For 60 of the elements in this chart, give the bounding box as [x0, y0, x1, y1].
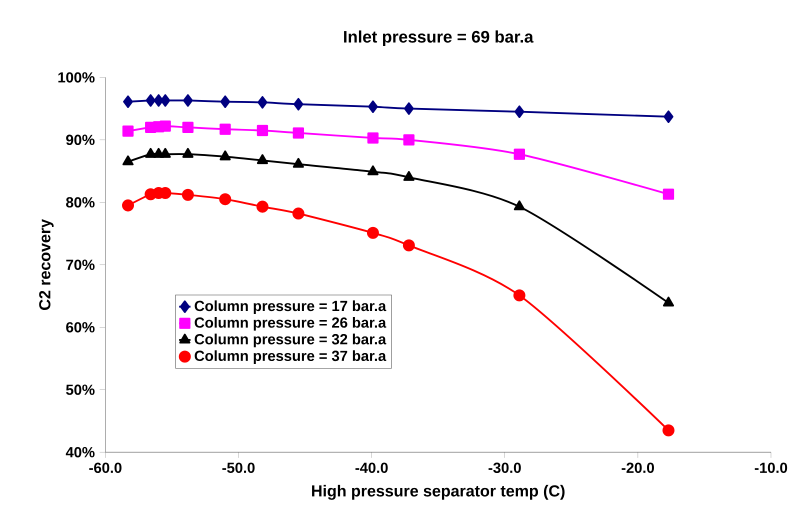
- y-tick-label: 50%: [66, 384, 95, 395]
- point: [122, 155, 134, 166]
- point: [182, 188, 194, 201]
- point: [182, 94, 193, 107]
- point: [256, 124, 268, 136]
- point: [514, 106, 524, 118]
- point: [258, 96, 268, 109]
- y-tick-label: 70%: [66, 260, 95, 270]
- x-tick-label: -60.0: [89, 462, 122, 474]
- point: [182, 148, 194, 158]
- point: [256, 154, 268, 164]
- y-tick-label: 90%: [66, 134, 95, 146]
- point: [292, 208, 304, 220]
- point: [662, 296, 674, 307]
- x-tick-label: -40.0: [355, 462, 388, 474]
- y-tick-label: 80%: [66, 197, 95, 208]
- y-tick-label: 60%: [66, 322, 95, 332]
- point: [256, 200, 268, 213]
- point: [160, 148, 171, 158]
- point: [220, 96, 230, 108]
- x-tick-label: -20.0: [622, 462, 654, 474]
- point: [404, 102, 414, 115]
- y-tick-label: 100%: [58, 72, 95, 83]
- y-tick-label: 40%: [66, 447, 95, 458]
- point: [402, 239, 415, 252]
- point: [122, 126, 134, 137]
- point: [293, 98, 304, 111]
- point: [368, 100, 378, 114]
- legend-label: Column pressure = 32 bar.a: [194, 334, 386, 348]
- chart-title: Inlet pressure = 69 bar.a: [344, 30, 534, 46]
- legend-label: Column pressure = 17 bar.a: [194, 300, 386, 314]
- point: [219, 193, 232, 206]
- point: [160, 120, 171, 132]
- legend-label: Column pressure = 37 bar.a: [194, 350, 386, 364]
- point: [662, 188, 674, 200]
- point: [513, 289, 526, 302]
- point: [664, 110, 674, 124]
- point: [220, 124, 231, 135]
- x-tick-label: -10.0: [754, 462, 788, 474]
- point: [366, 226, 379, 239]
- point: [403, 134, 415, 146]
- point: [145, 148, 156, 158]
- point: [146, 94, 156, 107]
- point: [514, 148, 525, 160]
- point: [123, 96, 133, 108]
- point: [122, 199, 134, 212]
- point: [292, 158, 304, 168]
- point: [292, 127, 304, 139]
- y-axis-title: C2 recovery: [39, 219, 54, 310]
- point: [403, 171, 414, 181]
- point: [367, 165, 379, 176]
- point: [367, 132, 379, 144]
- x-axis-title: High pressure separator temp (C): [312, 484, 565, 500]
- point: [220, 150, 231, 160]
- x-tick-label: -30.0: [488, 462, 521, 474]
- legend-label: Column pressure = 26 bar.a: [194, 317, 386, 331]
- point: [662, 424, 674, 436]
- x-tick-label: -50.0: [222, 462, 255, 474]
- point: [514, 200, 525, 210]
- point: [182, 122, 194, 134]
